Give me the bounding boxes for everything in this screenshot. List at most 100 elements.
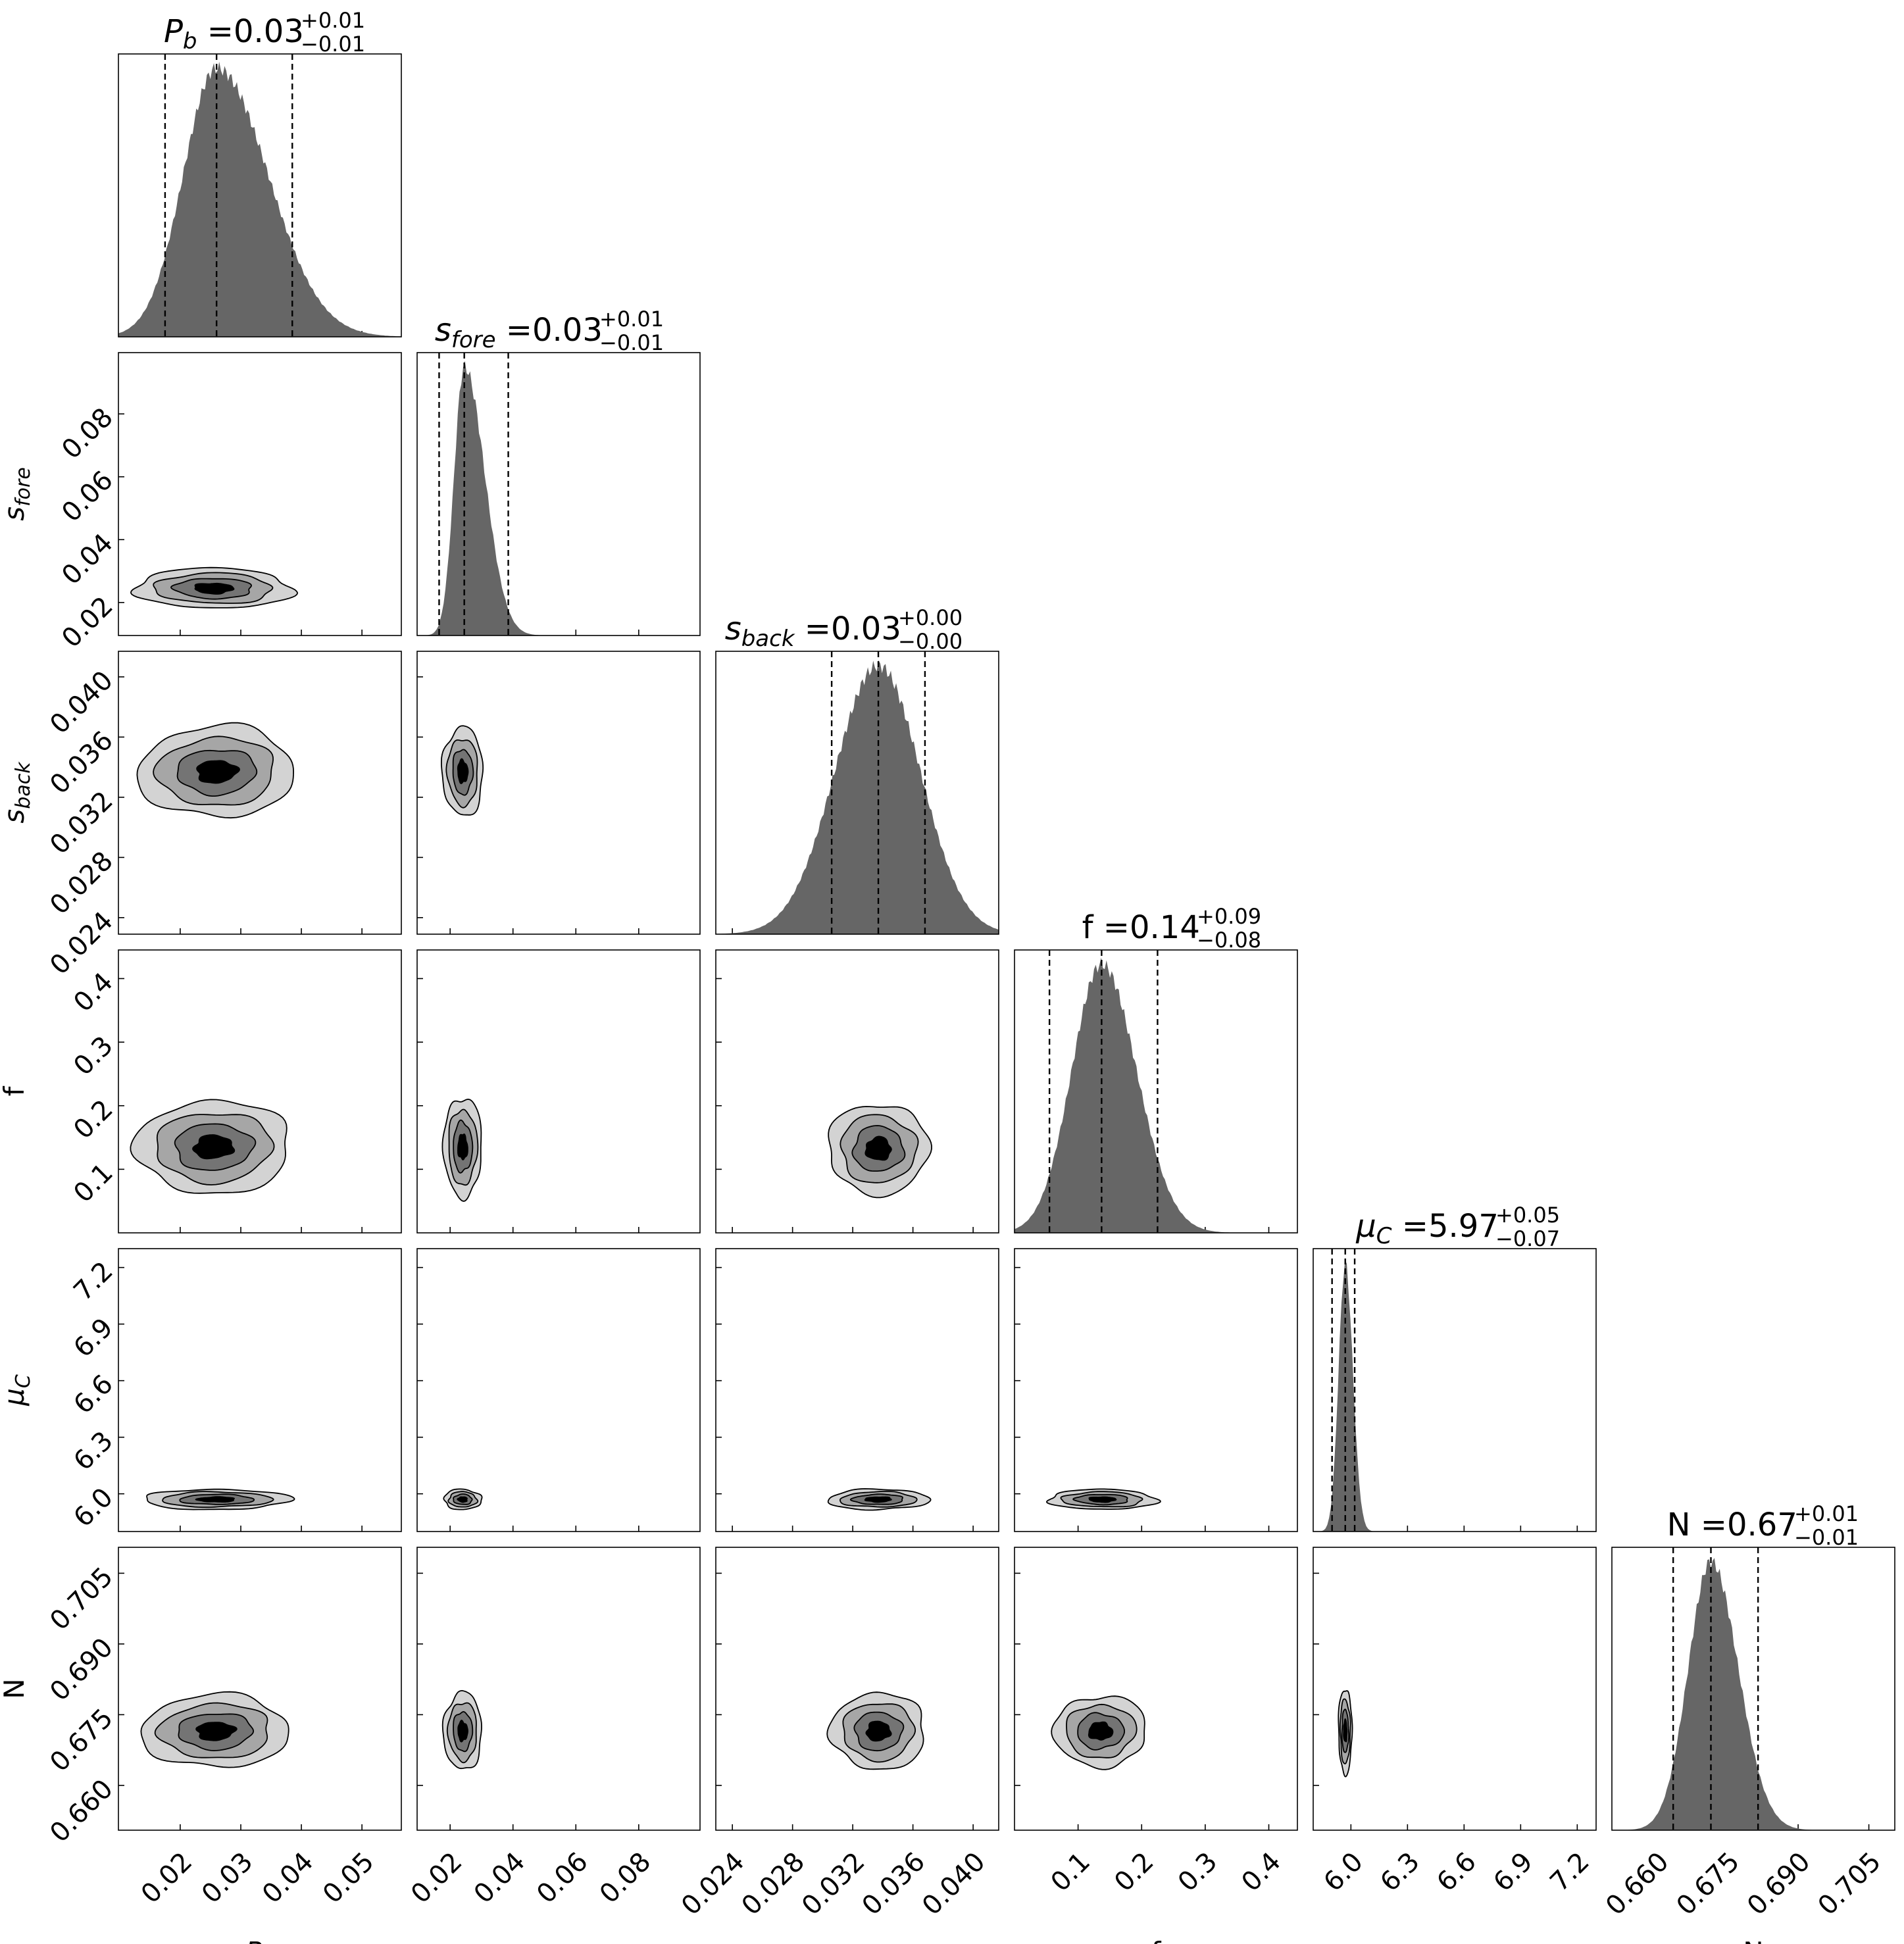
panel-frame bbox=[118, 352, 402, 636]
panel-muC-muC bbox=[1313, 1248, 1597, 1532]
panel-muC-N: 6.0 6.3 6.6 6.9 7.2 bbox=[1313, 1547, 1597, 1898]
panel-sback-muC bbox=[715, 1248, 999, 1532]
panel-f-f bbox=[1014, 949, 1298, 1234]
x-tick-label: 0.4 bbox=[1236, 1847, 1287, 1898]
x-tick-label: 0.705 bbox=[1813, 1847, 1888, 1922]
x-axis-label-sback: sback bbox=[826, 1936, 889, 1944]
histogram-sback bbox=[716, 660, 999, 934]
panel-frame bbox=[416, 1547, 701, 1831]
x-tick-label: 0.024 bbox=[676, 1847, 751, 1922]
panel-f-muC bbox=[1014, 1248, 1298, 1532]
title-eq: = bbox=[1392, 1208, 1428, 1245]
x-tick-label: 6.6 bbox=[1431, 1847, 1482, 1898]
title-symbol: P bbox=[164, 13, 183, 50]
x-tick-label: 0.05 bbox=[317, 1847, 380, 1910]
title-muC: μC = 5.97+0.05−0.07 bbox=[1355, 1203, 1560, 1251]
x-tick-label: 6.3 bbox=[1374, 1847, 1426, 1898]
title-f: f = 0.14+0.09−0.08 bbox=[1082, 904, 1261, 953]
contour-level-4 bbox=[457, 1720, 468, 1743]
y-tick-label: 0.040 bbox=[44, 665, 119, 740]
title-sback: sback = 0.03+0.00−0.00 bbox=[725, 605, 963, 654]
contour-level-4 bbox=[457, 1496, 468, 1503]
title-value: 0.03 bbox=[532, 312, 603, 349]
x-tick-label: 6.9 bbox=[1488, 1847, 1539, 1898]
panel-frame bbox=[1014, 1248, 1298, 1532]
title-text: sfore = bbox=[435, 312, 532, 353]
contour-level-4 bbox=[194, 582, 235, 595]
panel-frame bbox=[416, 352, 701, 636]
title-subscript: C bbox=[1376, 1223, 1392, 1249]
panel-frame bbox=[1014, 949, 1298, 1234]
contour-level-4 bbox=[864, 1496, 892, 1503]
title-value: 0.67 bbox=[1727, 1507, 1797, 1543]
title-subscript: b bbox=[183, 28, 197, 55]
panel-frame bbox=[416, 949, 701, 1234]
title-plus: +0.05 bbox=[1495, 1203, 1560, 1228]
contour-level-4 bbox=[196, 760, 240, 784]
panel-frame bbox=[416, 651, 701, 935]
panel-sback-sback bbox=[715, 651, 999, 935]
title-minus: −0.08 bbox=[1197, 928, 1261, 953]
panel-frame bbox=[118, 1547, 402, 1831]
x-axis-label-N: N bbox=[1743, 1936, 1763, 1944]
contour-level-4 bbox=[195, 1722, 238, 1741]
title-eq: = bbox=[197, 13, 234, 50]
title-minus: −0.01 bbox=[1794, 1525, 1859, 1550]
panel-frame bbox=[118, 651, 402, 935]
y-tick-label: 0.06 bbox=[56, 465, 119, 528]
x-tick-label: 0.04 bbox=[468, 1847, 532, 1910]
title-symbol: s bbox=[725, 611, 741, 647]
title-Pb: Pb = 0.03+0.01−0.01 bbox=[164, 8, 365, 57]
x-tick-label: 0.03 bbox=[196, 1847, 259, 1910]
y-tick-label: 6.0 bbox=[68, 1482, 119, 1533]
y-tick-label: 0.024 bbox=[44, 906, 119, 981]
title-subscript: back bbox=[741, 626, 795, 652]
contour-level-4 bbox=[192, 1134, 236, 1160]
x-tick-label: 0.02 bbox=[405, 1847, 468, 1910]
x-tick-label: 0.3 bbox=[1172, 1847, 1224, 1898]
title-eq: = bbox=[795, 611, 831, 647]
panel-frame bbox=[1313, 1547, 1597, 1831]
panel-f-N: 0.1 0.2 0.3 0.4 bbox=[1014, 1547, 1298, 1898]
histogram-muC bbox=[1313, 1259, 1596, 1532]
panel-frame bbox=[715, 1248, 999, 1532]
title-text: f = bbox=[1082, 909, 1130, 946]
title-plus: +0.01 bbox=[1794, 1501, 1859, 1526]
y-tick-label: 0.036 bbox=[44, 726, 119, 801]
title-value: 0.03 bbox=[831, 611, 901, 647]
panel-frame bbox=[715, 651, 999, 935]
title-minus: −0.07 bbox=[1495, 1226, 1560, 1251]
title-minus: −0.00 bbox=[898, 629, 963, 654]
y-tick-label: 0.4 bbox=[68, 967, 119, 1018]
y-tick-label: 0.02 bbox=[56, 591, 119, 654]
contour-level-4 bbox=[1088, 1496, 1117, 1503]
panel-Pb-sfore: 0.020.040.060.08 bbox=[56, 352, 402, 654]
title-symbol: N bbox=[1667, 1507, 1691, 1543]
y-tick-label: 0.08 bbox=[56, 402, 119, 465]
x-tick-label: 0.06 bbox=[531, 1847, 594, 1910]
panel-frame bbox=[118, 949, 402, 1234]
y-tick-label: 0.675 bbox=[44, 1703, 119, 1778]
x-tick-label: 0.040 bbox=[916, 1847, 991, 1922]
contour-level-4 bbox=[1343, 1718, 1348, 1743]
title-text: μC = bbox=[1355, 1208, 1428, 1249]
contour-level-4 bbox=[864, 1135, 892, 1161]
y-axis-label-f: f bbox=[0, 1085, 30, 1096]
histogram-f bbox=[1015, 957, 1297, 1233]
y-tick-label: 0.690 bbox=[44, 1632, 119, 1707]
title-eq: = bbox=[1691, 1507, 1727, 1543]
title-eq: = bbox=[1093, 909, 1130, 946]
contour-level-4 bbox=[457, 758, 469, 784]
y-tick-label: 0.032 bbox=[44, 785, 119, 860]
title-minus: −0.01 bbox=[599, 330, 664, 355]
x-axis-label-muC: μC bbox=[1438, 1936, 1470, 1944]
title-symbol: μ bbox=[1355, 1208, 1376, 1245]
x-tick-label: 0.028 bbox=[736, 1847, 811, 1922]
y-tick-label: 0.1 bbox=[68, 1158, 119, 1209]
panel-sfore-N: 0.02 0.04 0.06 0.08 bbox=[405, 1547, 701, 1910]
x-tick-label: 0.032 bbox=[796, 1847, 871, 1922]
